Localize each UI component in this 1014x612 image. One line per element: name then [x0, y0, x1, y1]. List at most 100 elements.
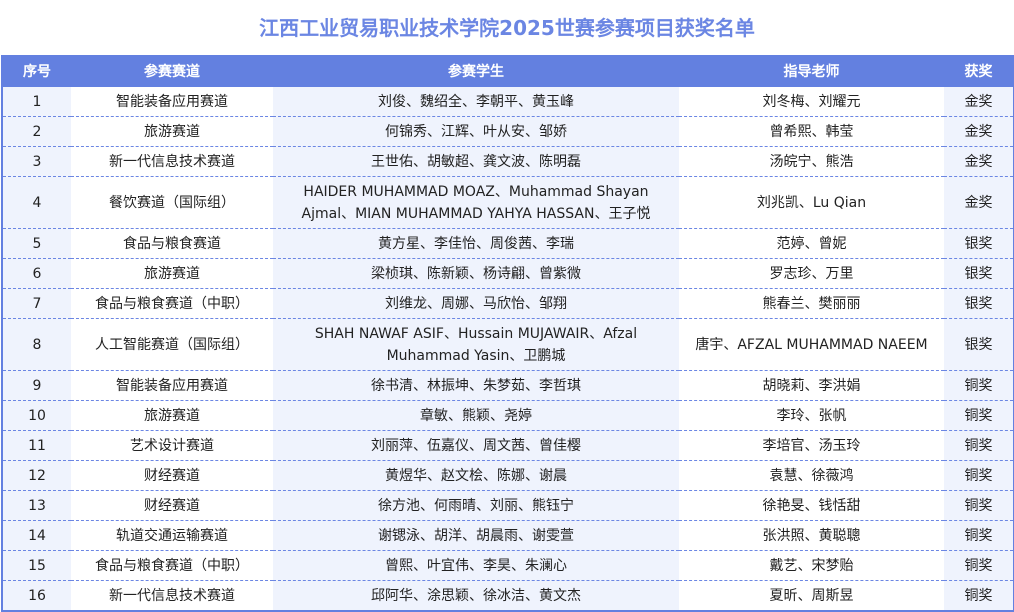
row-students: 谢锶泳、胡洋、胡晨雨、谢雯萱	[273, 520, 679, 551]
row-teachers: 唐宇、AFZAL MUHAMMAD NAEEM	[679, 318, 944, 371]
row-teachers: 刘兆凯、Lu Qian	[679, 176, 944, 229]
table-row: 15 食品与粮食赛道（中职） 曾熙、叶宜伟、李昊、朱澜心 戴艺、宋梦贻 铜奖	[2, 550, 1014, 581]
row-track: 艺术设计赛道	[71, 430, 273, 461]
table-row: 16 新一代信息技术赛道 邱阿华、涂思颖、徐冰洁、黄文杰 夏昕、周斯昱 铜奖	[2, 580, 1014, 611]
row-students: 刘俊、魏绍全、李朝平、黄玉峰	[273, 87, 679, 117]
table-row: 1 智能装备应用赛道 刘俊、魏绍全、李朝平、黄玉峰 刘冬梅、刘耀元 金奖	[2, 87, 1014, 117]
table-row: 11 艺术设计赛道 刘丽萍、伍嘉仪、周文茜、曾佳樱 李培官、汤玉玲 铜奖	[2, 430, 1014, 461]
table-header: 序号 参赛赛道 参赛学生 指导老师 获奖	[2, 55, 1014, 87]
row-track: 食品与粮食赛道	[71, 228, 273, 259]
header-award: 获奖	[944, 55, 1014, 87]
row-students: SHAH NAWAF ASIF、Hussain MUJAWAIR、Afzal M…	[273, 318, 679, 371]
row-students: 章敏、熊颖、尧婷	[273, 400, 679, 431]
row-teachers: 夏昕、周斯昱	[679, 580, 944, 611]
row-number: 5	[2, 228, 71, 259]
row-teachers: 李培官、汤玉玲	[679, 430, 944, 461]
row-number: 1	[2, 87, 71, 117]
row-award: 金奖	[944, 87, 1014, 117]
row-track: 新一代信息技术赛道	[71, 580, 273, 611]
row-teachers: 汤皖宁、熊浩	[679, 146, 944, 177]
header-students: 参赛学生	[273, 55, 679, 87]
row-students: 黄煜华、赵文桧、陈娜、谢晨	[273, 460, 679, 491]
row-track: 财经赛道	[71, 490, 273, 521]
row-teachers: 熊春兰、樊丽丽	[679, 288, 944, 319]
row-number: 15	[2, 550, 71, 581]
row-students: 黄方星、李佳怡、周俊茜、李瑞	[273, 228, 679, 259]
table-row: 9 智能装备应用赛道 徐书清、林振坤、朱梦茹、李哲琪 胡晓莉、李洪娟 铜奖	[2, 370, 1014, 401]
row-teachers: 刘冬梅、刘耀元	[679, 87, 944, 117]
table-row: 3 新一代信息技术赛道 王世佑、胡敏超、龚文波、陈明磊 汤皖宁、熊浩 金奖	[2, 146, 1014, 177]
row-teachers: 袁慧、徐薇鸿	[679, 460, 944, 491]
table-row: 2 旅游赛道 何锦秀、江辉、叶从安、邹娇 曾希熙、韩莹 金奖	[2, 116, 1014, 147]
row-number: 7	[2, 288, 71, 319]
row-number: 6	[2, 258, 71, 289]
row-teachers: 曾希熙、韩莹	[679, 116, 944, 147]
row-track: 旅游赛道	[71, 116, 273, 147]
table-row: 10 旅游赛道 章敏、熊颖、尧婷 李玲、张帆 铜奖	[2, 400, 1014, 431]
award-table: 序号 参赛赛道 参赛学生 指导老师 获奖 1 智能装备应用赛道 刘俊、魏绍全、李朝平…	[1, 55, 1014, 612]
row-award: 金奖	[944, 176, 1014, 229]
row-students: 王世佑、胡敏超、龚文波、陈明磊	[273, 146, 679, 177]
table-row: 7 食品与粮食赛道（中职） 刘维龙、周娜、马欣怡、邹翔 熊春兰、樊丽丽 银奖	[2, 288, 1014, 319]
row-number: 8	[2, 318, 71, 371]
row-teachers: 范婷、曾妮	[679, 228, 944, 259]
row-number: 4	[2, 176, 71, 229]
header-number: 序号	[2, 55, 71, 87]
row-track: 人工智能赛道（国际组）	[71, 318, 273, 371]
row-award: 铜奖	[944, 430, 1014, 461]
row-track: 旅游赛道	[71, 400, 273, 431]
row-teachers: 张洪照、黄聪聰	[679, 520, 944, 551]
row-number: 2	[2, 116, 71, 147]
row-award: 铜奖	[944, 400, 1014, 431]
row-number: 3	[2, 146, 71, 177]
table-row: 13 财经赛道 徐方池、何雨晴、刘丽、熊钰宁 徐艳旻、钱恬甜 铜奖	[2, 490, 1014, 521]
row-number: 9	[2, 370, 71, 401]
row-teachers: 戴艺、宋梦贻	[679, 550, 944, 581]
row-number: 14	[2, 520, 71, 551]
table-row: 14 轨道交通运输赛道 谢锶泳、胡洋、胡晨雨、谢雯萱 张洪照、黄聪聰 铜奖	[2, 520, 1014, 551]
row-award: 铜奖	[944, 580, 1014, 611]
row-students: 梁桢琪、陈新颖、杨诗翩、曾紫微	[273, 258, 679, 289]
row-students: 邱阿华、涂思颖、徐冰洁、黄文杰	[273, 580, 679, 611]
header-track: 参赛赛道	[71, 55, 273, 87]
row-number: 16	[2, 580, 71, 611]
row-track: 财经赛道	[71, 460, 273, 491]
row-teachers: 李玲、张帆	[679, 400, 944, 431]
row-award: 银奖	[944, 288, 1014, 319]
row-students: 刘维龙、周娜、马欣怡、邹翔	[273, 288, 679, 319]
page-title: 江西工业贸易职业技术学院2025世赛参赛项目获奖名单	[259, 16, 755, 40]
row-number: 12	[2, 460, 71, 491]
row-number: 13	[2, 490, 71, 521]
row-students: HAIDER MUHAMMAD MOAZ、Muhammad Shayan Ajm…	[273, 176, 679, 229]
row-track: 旅游赛道	[71, 258, 273, 289]
row-track: 新一代信息技术赛道	[71, 146, 273, 177]
row-award: 铜奖	[944, 520, 1014, 551]
row-number: 11	[2, 430, 71, 461]
row-award: 银奖	[944, 228, 1014, 259]
table-row: 5 食品与粮食赛道 黄方星、李佳怡、周俊茜、李瑞 范婷、曾妮 银奖	[2, 228, 1014, 259]
row-students: 徐方池、何雨晴、刘丽、熊钰宁	[273, 490, 679, 521]
row-number: 10	[2, 400, 71, 431]
row-students: 刘丽萍、伍嘉仪、周文茜、曾佳樱	[273, 430, 679, 461]
row-award: 银奖	[944, 258, 1014, 289]
row-award: 金奖	[944, 116, 1014, 147]
row-students: 徐书清、林振坤、朱梦茹、李哲琪	[273, 370, 679, 401]
row-track: 食品与粮食赛道（中职）	[71, 288, 273, 319]
table-row: 6 旅游赛道 梁桢琪、陈新颖、杨诗翩、曾紫微 罗志珍、万里 银奖	[2, 258, 1014, 289]
table-row: 12 财经赛道 黄煜华、赵文桧、陈娜、谢晨 袁慧、徐薇鸿 铜奖	[2, 460, 1014, 491]
row-track: 轨道交通运输赛道	[71, 520, 273, 551]
table-row: 4 餐饮赛道（国际组） HAIDER MUHAMMAD MOAZ、Muhammad …	[2, 176, 1014, 229]
table-row: 8 人工智能赛道（国际组） SHAH NAWAF ASIF、Hussain MUJA…	[2, 318, 1014, 371]
row-award: 金奖	[944, 146, 1014, 177]
row-track: 智能装备应用赛道	[71, 87, 273, 117]
row-students: 曾熙、叶宜伟、李昊、朱澜心	[273, 550, 679, 581]
row-award: 银奖	[944, 318, 1014, 371]
row-award: 铜奖	[944, 460, 1014, 491]
row-track: 食品与粮食赛道（中职）	[71, 550, 273, 581]
row-award: 铜奖	[944, 370, 1014, 401]
header-teachers: 指导老师	[679, 55, 944, 87]
row-teachers: 罗志珍、万里	[679, 258, 944, 289]
row-award: 铜奖	[944, 550, 1014, 581]
row-teachers: 徐艳旻、钱恬甜	[679, 490, 944, 521]
row-students: 何锦秀、江辉、叶从安、邹娇	[273, 116, 679, 147]
